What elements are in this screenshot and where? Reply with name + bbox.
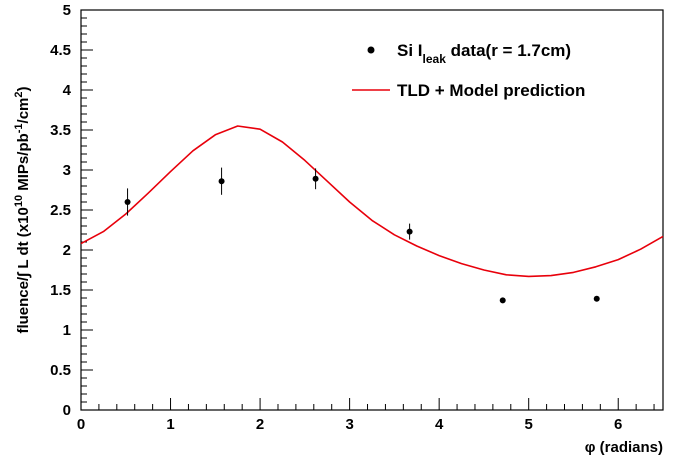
y-axis-title-mid2: /cm — [15, 98, 32, 124]
model-curve-group — [80, 125, 664, 278]
y-axis-ticks: 0 0.5 1 1.5 2 2.5 3 3.5 4 4.5 5 — [50, 2, 93, 419]
legend: Si Ileak data(r = 1.7cm) TLD + Model pre… — [352, 41, 585, 100]
y-axis-title-end: ) — [15, 86, 32, 91]
y-axis-title: fluence/∫ L dt (x1010 MIPs/pb-1/cm2) — [13, 86, 32, 333]
y-axis-title-sup1: 10 — [13, 195, 25, 207]
y-tick-label: 3.5 — [50, 122, 71, 139]
y-tick-label: 0.5 — [50, 362, 71, 379]
legend-label-data-sub: leak — [423, 52, 447, 66]
x-axis-title: φ (radians) — [585, 439, 663, 456]
legend-marker-data — [367, 46, 375, 54]
data-point — [406, 228, 413, 235]
y-tick-label: 2 — [63, 242, 71, 259]
legend-label-data-suffix: data(r = 1.7cm) — [446, 41, 571, 60]
data-point — [593, 295, 600, 302]
legend-label-data: Si Ileak data(r = 1.7cm) — [397, 41, 571, 66]
data-points-group — [124, 167, 600, 304]
y-tick-label: 3 — [63, 162, 71, 179]
y-axis-title-sup3: 2 — [13, 91, 25, 97]
y-tick-label: 1.5 — [50, 282, 71, 299]
data-point — [312, 175, 319, 182]
plot-frame — [80, 9, 664, 411]
x-tick-label: 4 — [435, 416, 444, 433]
y-tick-label: 5 — [63, 2, 71, 19]
y-axis-title-sup2: -1 — [13, 123, 25, 133]
y-tick-label: 4 — [63, 82, 72, 99]
y-tick-label: 1 — [63, 322, 71, 339]
x-tick-label: 2 — [256, 416, 264, 433]
y-axis-title-main: fluence/∫ L dt (x10 — [15, 207, 32, 333]
x-axis-ticks: 0 1 2 3 4 5 6 — [77, 398, 655, 433]
y-tick-label: 0 — [63, 402, 71, 419]
model-prediction-line — [80, 125, 664, 278]
x-tick-label: 3 — [345, 416, 353, 433]
x-tick-label: 5 — [525, 416, 533, 433]
y-tick-label: 2.5 — [50, 202, 71, 219]
x-tick-label: 0 — [77, 416, 85, 433]
x-tick-label: 6 — [614, 416, 622, 433]
data-point — [218, 178, 225, 185]
y-axis-title-mid: MIPs/pb — [15, 133, 32, 195]
y-tick-label: 4.5 — [50, 42, 71, 59]
legend-label-data-prefix: Si I — [397, 41, 423, 60]
x-tick-label: 1 — [166, 416, 174, 433]
data-point — [124, 199, 131, 205]
data-point — [499, 297, 506, 304]
legend-label-model: TLD + Model prediction — [397, 81, 585, 100]
